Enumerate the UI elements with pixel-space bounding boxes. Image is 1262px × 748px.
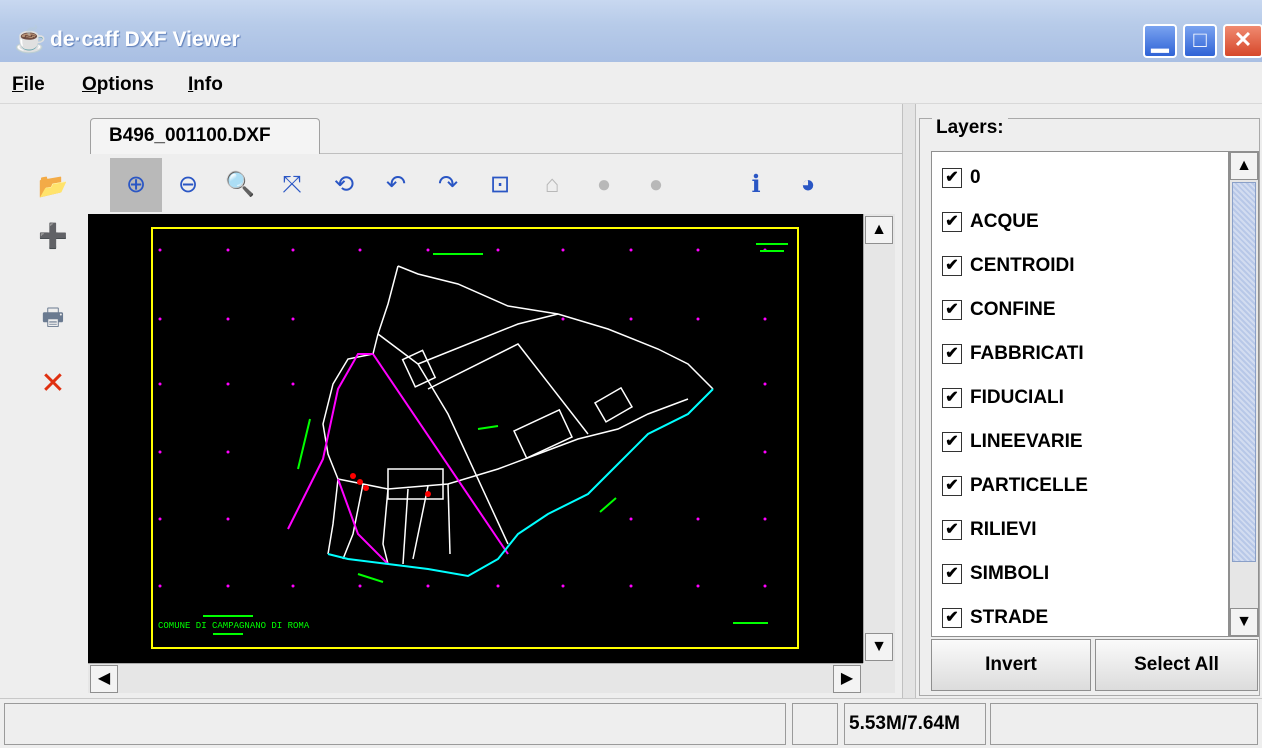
layer-item[interactable]: ✔ CONFINE — [932, 288, 1228, 332]
statistics-icon[interactable]: ◕ — [800, 171, 816, 198]
layer-checkbox[interactable]: ✔ — [942, 432, 962, 452]
menu-bar: File Options Info — [0, 62, 1262, 104]
drawing-frame — [151, 227, 799, 649]
fit-to-window-icon[interactable]: ⤧ — [282, 171, 302, 198]
status-indicator — [792, 703, 838, 745]
minimize-button[interactable]: ▁ — [1143, 24, 1177, 58]
grid-marks — [158, 248, 767, 588]
menu-file[interactable]: File — [12, 74, 45, 95]
scroll-right-arrow-icon[interactable]: ▶ — [833, 665, 861, 693]
tab-strip: B496_001100.DXF — [90, 112, 912, 154]
tab-document[interactable]: B496_001100.DXF — [90, 118, 320, 154]
back-icon[interactable]: ● — [596, 171, 612, 198]
open-folder-icon[interactable]: 📂 — [38, 173, 68, 200]
building-marks — [350, 473, 431, 497]
coffee-cup-icon: ☕ — [14, 24, 47, 54]
layer-checkbox[interactable]: ✔ — [942, 564, 962, 584]
layer-item[interactable]: ✔ FIDUCIALI — [932, 376, 1228, 420]
window-title: de·caff DXF Viewer — [50, 28, 240, 51]
layer-name: SIMBOLI — [970, 563, 1050, 584]
view-toolbar: ⊕ ⊖ 🔍 ⤧ ⟲ ↶ ↷ ⊡ ⌂ ● ● ℹ ◕ — [110, 158, 870, 212]
zoom-out-icon[interactable]: ⊖ — [177, 171, 199, 198]
drawing-canvas[interactable]: COMUNE DI CAMPAGNANO DI ROMA — [88, 214, 863, 663]
layer-checkbox[interactable]: ✔ — [942, 212, 962, 232]
layer-name: FIDUCIALI — [970, 387, 1064, 408]
layer-name: FABBRICATI — [970, 343, 1084, 364]
layer-item[interactable]: ✔ SIMBOLI — [932, 552, 1228, 596]
canvas-horizontal-scrollbar[interactable]: ◀ ▶ — [88, 663, 863, 693]
parcel-lines — [322, 265, 714, 565]
layers-heading: Layers: — [932, 117, 1008, 139]
zoom-icon[interactable]: 🔍 — [225, 171, 255, 198]
layer-checkbox[interactable]: ✔ — [942, 608, 962, 628]
undo-icon[interactable]: ↶ — [385, 171, 407, 198]
close-file-icon[interactable]: ✕ — [40, 367, 66, 400]
home-icon[interactable]: ⌂ — [544, 171, 560, 198]
add-file-icon[interactable]: ➕ — [38, 223, 68, 250]
layer-item[interactable]: ✔ LINEEVARIE — [932, 420, 1228, 464]
file-toolbar: 📂 ➕ 🖶 ✕ — [0, 104, 90, 698]
close-window-button[interactable]: ✕ — [1223, 24, 1262, 58]
scroll-corner — [863, 663, 895, 693]
scroll-down-arrow-icon[interactable]: ▼ — [865, 633, 893, 661]
layer-item[interactable]: ✔ 0 — [932, 156, 1228, 200]
memory-usage: 5.53M/7.64M — [844, 703, 986, 745]
forward-icon[interactable]: ● — [648, 171, 664, 198]
scroll-left-arrow-icon[interactable]: ◀ — [90, 665, 118, 693]
layer-list: ✔ 0 ✔ ACQUE ✔ CENTROIDI ✔ CONFINE ✔ FABBRICAT… — [931, 151, 1229, 637]
menu-options[interactable]: Options — [82, 74, 154, 95]
title-bar[interactable]: ☕ de·caff DXF Viewer ▁ □ ✕ — [0, 0, 1262, 62]
layer-name: LINEEVARIE — [970, 431, 1083, 452]
menu-info[interactable]: Info — [188, 74, 223, 95]
select-all-button[interactable]: Select All — [1095, 639, 1258, 691]
layer-name: ACQUE — [970, 211, 1039, 232]
maximize-button[interactable]: □ — [1183, 24, 1217, 58]
status-bar: 5.53M/7.64M — [0, 698, 1262, 748]
center-view-icon[interactable]: ⊡ — [489, 171, 511, 198]
layer-checkbox[interactable]: ✔ — [942, 256, 962, 276]
layer-name: STRADE — [970, 607, 1049, 628]
layer-item[interactable]: ✔ STRADE — [932, 596, 1228, 636]
layer-item[interactable]: ✔ PARTICELLE — [932, 464, 1228, 508]
split-pane-divider[interactable] — [902, 104, 916, 698]
layer-checkbox[interactable]: ✔ — [942, 168, 962, 188]
dxf-drawing: COMUNE DI CAMPAGNANO DI ROMA — [151, 227, 799, 649]
layer-checkbox[interactable]: ✔ — [942, 476, 962, 496]
zoom-in-icon[interactable]: ⊕ — [110, 158, 162, 212]
info-icon[interactable]: ℹ — [751, 171, 761, 198]
status-extra — [990, 703, 1258, 745]
layer-checkbox[interactable]: ✔ — [942, 300, 962, 320]
invert-button[interactable]: Invert — [931, 639, 1091, 691]
layer-name: PARTICELLE — [970, 475, 1088, 496]
layer-checkbox[interactable]: ✔ — [942, 388, 962, 408]
symbol-lines — [203, 243, 788, 635]
scroll-up-arrow-icon[interactable]: ▲ — [865, 216, 893, 244]
layer-item[interactable]: ✔ CENTROIDI — [932, 244, 1228, 288]
layer-scroll-down-icon[interactable]: ▼ — [1230, 608, 1258, 636]
layer-scroll-up-icon[interactable]: ▲ — [1230, 152, 1258, 180]
boundary-line — [372, 353, 509, 555]
rotate-icon[interactable]: ⟲ — [333, 171, 355, 198]
layer-list-scrollbar[interactable]: ▲ ▼ — [1229, 151, 1259, 637]
layer-name: CENTROIDI — [970, 255, 1075, 276]
layer-name: CONFINE — [970, 299, 1056, 320]
layer-name: RILIEVI — [970, 519, 1037, 540]
layer-item[interactable]: ✔ RILIEVI — [932, 508, 1228, 552]
canvas-vertical-scrollbar[interactable]: ▲ ▼ — [863, 214, 895, 663]
layer-checkbox[interactable]: ✔ — [942, 520, 962, 540]
layer-scroll-thumb[interactable] — [1232, 182, 1256, 562]
layer-item[interactable]: ✔ ACQUE — [932, 200, 1228, 244]
layer-item[interactable]: ✔ FABBRICATI — [932, 332, 1228, 376]
layer-checkbox[interactable]: ✔ — [942, 344, 962, 364]
layer-name: 0 — [970, 167, 981, 188]
water-line — [327, 388, 714, 578]
redo-icon[interactable]: ↷ — [437, 171, 459, 198]
print-icon[interactable]: 🖶 — [41, 304, 65, 331]
status-message — [4, 703, 786, 745]
layers-panel: Layers: ✔ 0 ✔ ACQUE ✔ CENTROIDI ✔ CONFINE ✔ F… — [919, 117, 1260, 696]
drawing-annotation: COMUNE DI CAMPAGNANO DI ROMA — [158, 621, 310, 631]
